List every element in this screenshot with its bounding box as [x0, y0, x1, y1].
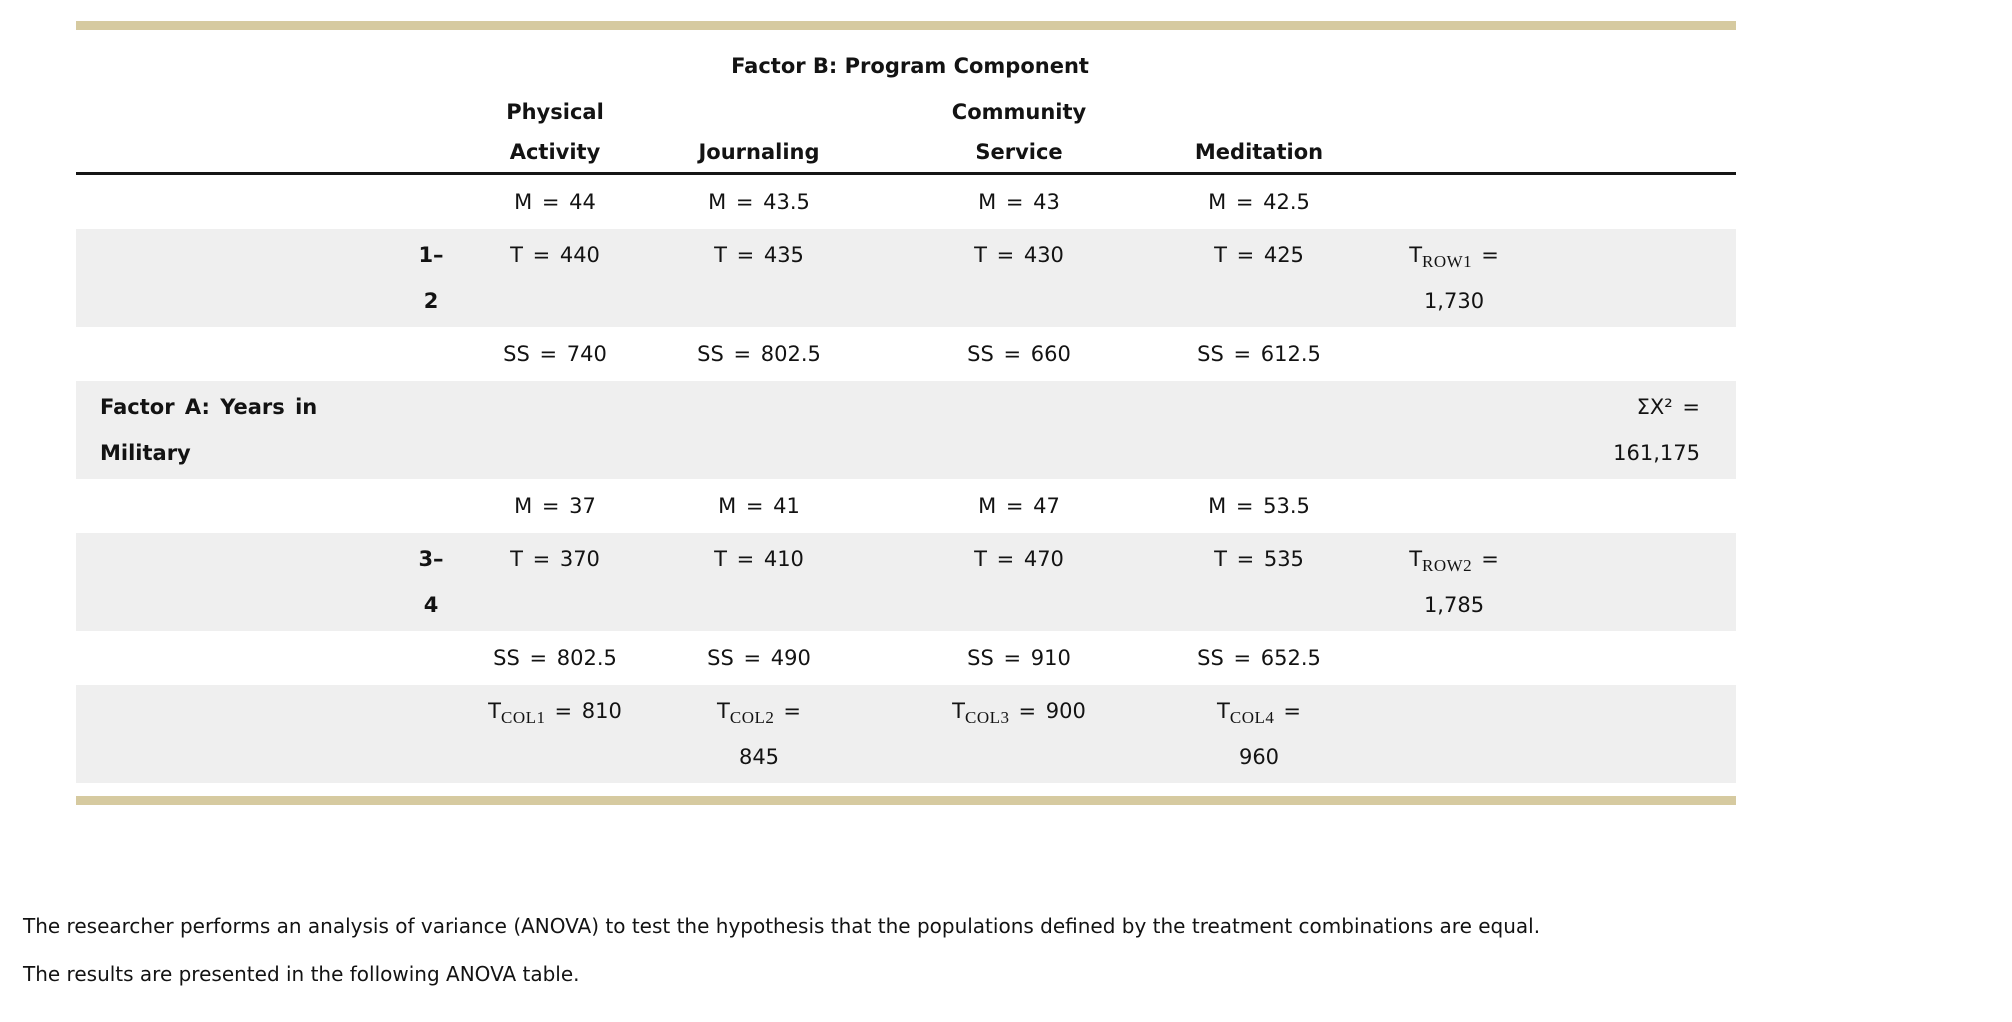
cell-t-1-1: T = 440 [510, 243, 600, 267]
cell-m-1-3: M = 43 [978, 190, 1060, 214]
factor-a-label: Factor A: Years in Military [100, 395, 318, 465]
column-header-row: Physical Activity Journaling Community S… [76, 92, 1736, 172]
row1-ss: SS = 740 SS = 802.5 SS = 660 SS = 612.5 [76, 327, 1736, 381]
cell-t-2-1: T = 370 [510, 547, 600, 571]
row2-ss: SS = 802.5 SS = 490 SS = 910 SS = 652.5 [76, 631, 1736, 685]
cell-m-2-2: M = 41 [718, 494, 800, 518]
description-paragraph: The researcher performs an analysis of v… [23, 902, 1989, 998]
cell-t-2-4: T = 535 [1214, 547, 1304, 571]
cell-t-1-3: T = 430 [974, 243, 1064, 267]
row2-means: M = 37 M = 41 M = 47 M = 53.5 [76, 479, 1736, 533]
table-top-accent-bar [76, 21, 1736, 30]
paragraph-line-1: The researcher performs an analysis of v… [23, 914, 1541, 938]
row1-means: M = 44 M = 43.5 M = 43 M = 42.5 [76, 175, 1736, 229]
col-header-journaling: Journaling [698, 140, 820, 164]
table-bottom-accent-bar [76, 796, 1736, 805]
cell-ss-1-1: SS = 740 [503, 342, 607, 366]
cell-ss-2-4: SS = 652.5 [1197, 646, 1321, 670]
factor-a-row: Factor A: Years in Military ΣX² = 161,17… [76, 381, 1736, 479]
header-spacer [1354, 92, 1554, 172]
cell-t-2-2: T = 410 [714, 547, 804, 571]
cell-t-1-4: T = 425 [1214, 243, 1304, 267]
level-label-1-2: 1– 2 [418, 243, 444, 313]
paragraph-line-2: The results are presented in the followi… [23, 962, 580, 986]
cell-ss-1-3: SS = 660 [967, 342, 1071, 366]
cell-m-1-1: M = 44 [514, 190, 596, 214]
cell-trow1: TROW1 = 1,730 [1409, 243, 1499, 313]
cell-t-2-3: T = 470 [974, 547, 1064, 571]
sum-of-squares-x2: ΣX² = 161,175 [1613, 395, 1700, 465]
cell-ss-2-2: SS = 490 [707, 646, 811, 670]
header-spacer [1554, 92, 1736, 172]
factor-b-title: Factor B: Program Component [731, 54, 1089, 78]
col-header-community-service: Community Service [951, 100, 1087, 164]
cell-ss-1-4: SS = 612.5 [1197, 342, 1321, 366]
cell-tcol3: TCOL3 = 900 [952, 699, 1086, 727]
col-header-physical-activity: Physical Activity [506, 100, 604, 164]
header-spacer [76, 92, 396, 172]
table-body: M = 44 M = 43.5 M = 43 M = 42.5 1– 2 T =… [76, 175, 1736, 783]
cell-m-2-1: M = 37 [514, 494, 596, 518]
row2-totals: 3– 4 T = 370 T = 410 T = 470 T = 535 TRO… [76, 533, 1736, 631]
level-label-3-4: 3– 4 [418, 547, 444, 617]
cell-tcol1: TCOL1 = 810 [488, 699, 622, 727]
row1-totals: 1– 2 T = 440 T = 435 T = 430 T = 425 TRO… [76, 229, 1736, 327]
cell-m-2-4: M = 53.5 [1208, 494, 1310, 518]
col-header-meditation: Meditation [1194, 140, 1324, 164]
cell-trow2: TROW2 = 1,785 [1409, 547, 1499, 617]
header-spacer [396, 92, 466, 172]
column-totals-row: TCOL1 = 810 TCOL2 = 845 TCOL3 = 900 TCOL4 = … [76, 685, 1736, 783]
cell-ss-1-2: SS = 802.5 [697, 342, 821, 366]
cell-m-1-2: M = 43.5 [708, 190, 810, 214]
header-rule [76, 172, 1736, 175]
cell-t-1-2: T = 435 [714, 243, 804, 267]
cell-m-1-4: M = 42.5 [1208, 190, 1310, 214]
cell-m-2-3: M = 47 [978, 494, 1060, 518]
cell-ss-2-1: SS = 802.5 [493, 646, 617, 670]
cell-tcol2: TCOL2 = 845 [717, 699, 801, 769]
cell-tcol4: TCOL4 = 960 [1217, 699, 1301, 769]
cell-ss-2-3: SS = 910 [967, 646, 1071, 670]
